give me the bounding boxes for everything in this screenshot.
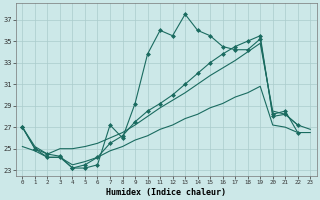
X-axis label: Humidex (Indice chaleur): Humidex (Indice chaleur): [106, 188, 226, 197]
